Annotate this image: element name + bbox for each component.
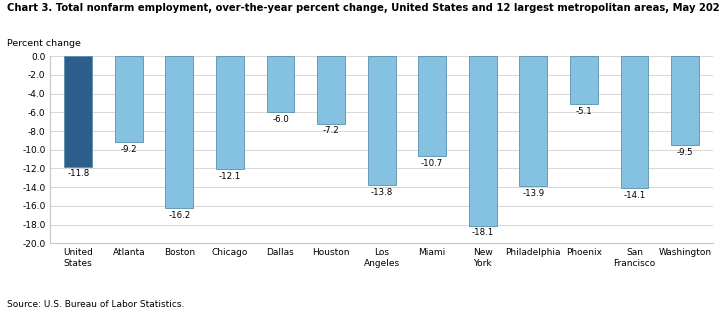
Text: Chart 3. Total nonfarm employment, over-the-year percent change, United States a: Chart 3. Total nonfarm employment, over-… bbox=[7, 3, 720, 13]
Text: -5.1: -5.1 bbox=[575, 107, 593, 116]
Text: -12.1: -12.1 bbox=[219, 172, 241, 181]
Text: -6.0: -6.0 bbox=[272, 115, 289, 124]
Bar bbox=[216, 56, 244, 169]
Bar bbox=[418, 56, 446, 156]
Bar bbox=[469, 56, 497, 226]
Bar bbox=[266, 56, 294, 112]
Text: -16.2: -16.2 bbox=[168, 211, 191, 220]
Bar bbox=[570, 56, 598, 104]
Bar bbox=[166, 56, 193, 208]
Text: -13.8: -13.8 bbox=[371, 188, 392, 197]
Text: -11.8: -11.8 bbox=[67, 169, 89, 178]
Bar bbox=[621, 56, 648, 188]
Text: -9.2: -9.2 bbox=[120, 145, 137, 154]
Text: -13.9: -13.9 bbox=[522, 189, 544, 198]
Text: Percent change: Percent change bbox=[7, 39, 81, 48]
Text: -7.2: -7.2 bbox=[323, 126, 339, 135]
Bar bbox=[368, 56, 395, 185]
Text: -18.1: -18.1 bbox=[472, 228, 494, 237]
Bar bbox=[519, 56, 547, 186]
Bar bbox=[64, 56, 92, 167]
Text: Source: U.S. Bureau of Labor Statistics.: Source: U.S. Bureau of Labor Statistics. bbox=[7, 300, 184, 309]
Bar bbox=[317, 56, 345, 124]
Text: -14.1: -14.1 bbox=[624, 191, 646, 200]
Text: -9.5: -9.5 bbox=[677, 148, 693, 157]
Bar bbox=[671, 56, 699, 145]
Bar bbox=[115, 56, 143, 142]
Text: -10.7: -10.7 bbox=[421, 159, 444, 168]
